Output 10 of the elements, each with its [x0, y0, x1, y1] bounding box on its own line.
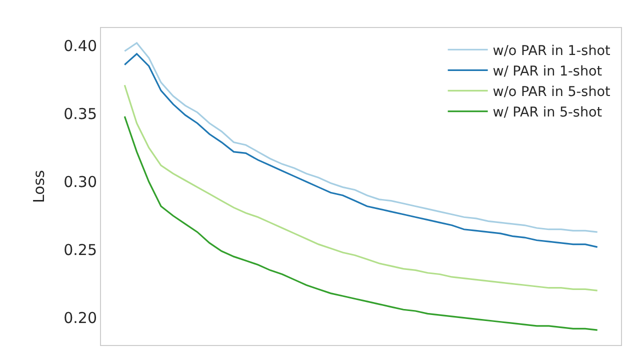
- legend-label: w/ PAR in 1-shot: [492, 63, 602, 80]
- y-tick-label: 0.20: [64, 309, 97, 328]
- y-axis-title: Loss: [30, 170, 48, 203]
- legend-label: w/o PAR in 1-shot: [492, 42, 610, 59]
- y-tick-label: 0.40: [64, 36, 97, 55]
- y-tick-label: 0.25: [64, 241, 97, 260]
- legend-label: w/o PAR in 5-shot: [492, 84, 610, 100]
- legend-label: w/ PAR in 5-shot: [492, 104, 602, 121]
- y-tick-label: 0.35: [64, 104, 97, 123]
- y-tick-label: 0.30: [64, 172, 97, 191]
